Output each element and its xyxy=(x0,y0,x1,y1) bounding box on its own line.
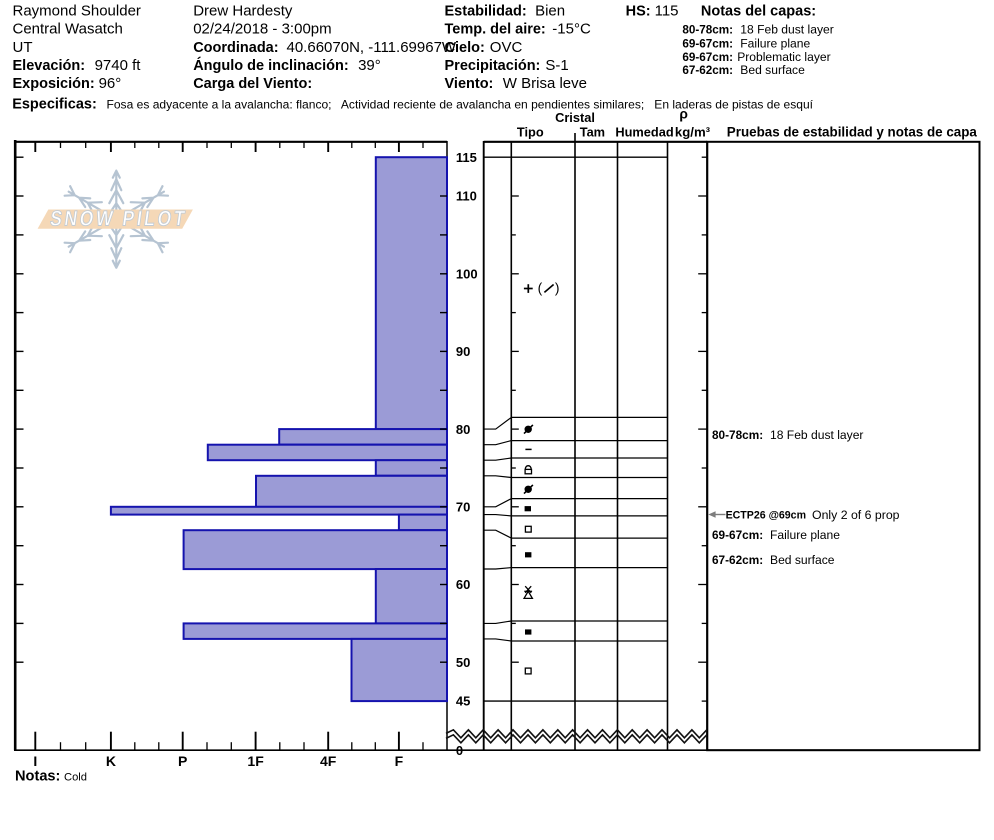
svg-text:45: 45 xyxy=(456,694,470,709)
svg-text:67-62cm:: 67-62cm: xyxy=(712,553,763,567)
svg-text:Cristal: Cristal xyxy=(555,110,595,125)
svg-text:Temp. del aire:: Temp. del aire: xyxy=(445,22,546,38)
svg-text:60: 60 xyxy=(456,577,470,592)
svg-text:Fosa es adyacente a la avalanc: Fosa es adyacente a la avalancha: flanco… xyxy=(107,97,814,111)
svg-text:Bed surface: Bed surface xyxy=(770,553,835,567)
svg-text:80-78cm:: 80-78cm: xyxy=(682,23,733,36)
svg-text:Problematic layer: Problematic layer xyxy=(737,50,830,64)
svg-text:02/24/2018 - 3:00pm: 02/24/2018 - 3:00pm xyxy=(193,21,331,38)
svg-text:69-67cm:: 69-67cm: xyxy=(682,51,733,64)
svg-text:96°: 96° xyxy=(99,75,122,92)
svg-text:110: 110 xyxy=(456,189,477,204)
svg-text:Notas:: Notas: xyxy=(15,768,60,784)
svg-text:Bien: Bien xyxy=(535,2,565,19)
svg-text:Bed surface: Bed surface xyxy=(740,63,805,77)
svg-text:Central Wasatch: Central Wasatch xyxy=(13,21,123,38)
svg-text:Tipo: Tipo xyxy=(517,124,544,139)
svg-text:Exposición:: Exposición: xyxy=(13,76,95,92)
svg-text:40.66070N, -111.69967W: 40.66070N, -111.69967W xyxy=(287,39,457,56)
svg-text:67-62cm:: 67-62cm: xyxy=(682,64,733,77)
svg-text:Estabilidad:: Estabilidad: xyxy=(445,3,527,19)
svg-text:Failure plane: Failure plane xyxy=(770,528,840,542)
svg-text:K: K xyxy=(106,753,116,769)
svg-text:ECTP26 @69cm: ECTP26 @69cm xyxy=(726,510,806,522)
svg-text:Pruebas de estabilidad y notas: Pruebas de estabilidad y notas de capa xyxy=(727,124,978,139)
svg-text:Cielo:: Cielo: xyxy=(445,40,485,56)
svg-text:UT: UT xyxy=(13,39,33,56)
svg-text:Raymond Shoulder: Raymond Shoulder xyxy=(13,2,141,19)
svg-text:18 Feb dust layer: 18 Feb dust layer xyxy=(770,428,863,442)
svg-text:Failure plane: Failure plane xyxy=(740,36,810,50)
svg-text:Tam: Tam xyxy=(580,124,605,139)
svg-text:80-78cm:: 80-78cm: xyxy=(712,428,763,442)
svg-text:9740 ft: 9740 ft xyxy=(95,57,142,74)
svg-text:): ) xyxy=(555,281,560,296)
svg-text:P: P xyxy=(178,753,187,769)
svg-text:90: 90 xyxy=(456,344,470,359)
svg-text:S-1: S-1 xyxy=(545,57,568,74)
svg-text:Especificas:: Especificas: xyxy=(12,96,97,112)
svg-text:OVC: OVC xyxy=(490,39,523,56)
svg-text:18 Feb dust layer: 18 Feb dust layer xyxy=(740,22,833,36)
svg-text:1F: 1F xyxy=(247,753,264,769)
svg-text:39°: 39° xyxy=(358,57,381,74)
svg-text:Carga del Viento:: Carga del Viento: xyxy=(193,76,312,92)
svg-text:100: 100 xyxy=(456,266,478,281)
svg-text:Humedad: Humedad xyxy=(615,124,673,139)
svg-text:69-67cm:: 69-67cm: xyxy=(682,37,733,50)
svg-text:I: I xyxy=(33,753,37,769)
svg-text:F: F xyxy=(395,753,404,769)
svg-text:69-67cm:: 69-67cm: xyxy=(712,528,763,542)
svg-text:Notas del capas:: Notas del capas: xyxy=(701,3,816,19)
svg-text:kg/m³: kg/m³ xyxy=(675,124,711,139)
svg-text:115: 115 xyxy=(655,2,679,19)
svg-text:Only 2 of 6 prop: Only 2 of 6 prop xyxy=(812,508,900,522)
svg-text:Ángulo de inclinación:: Ángulo de inclinación: xyxy=(193,57,348,74)
svg-text:0: 0 xyxy=(456,743,463,758)
svg-text:HS:: HS: xyxy=(626,3,651,19)
svg-text:-15°C: -15°C xyxy=(552,21,591,38)
svg-text:4F: 4F xyxy=(320,753,337,769)
svg-text:50: 50 xyxy=(456,655,470,670)
svg-text:Coordinada:: Coordinada: xyxy=(193,40,278,56)
svg-text:Drew Hardesty: Drew Hardesty xyxy=(193,2,293,19)
svg-text:115: 115 xyxy=(456,150,477,165)
svg-text:Viento:: Viento: xyxy=(445,76,494,92)
svg-text:70: 70 xyxy=(456,499,470,514)
svg-text:W Brisa leve: W Brisa leve xyxy=(503,75,587,92)
svg-text:80: 80 xyxy=(456,422,470,437)
svg-text:SNOW PILOT: SNOW PILOT xyxy=(49,207,189,231)
svg-text:(: ( xyxy=(538,281,543,296)
svg-text:Elevación:: Elevación: xyxy=(13,58,86,74)
svg-text:Precipitación:: Precipitación: xyxy=(445,58,541,74)
svg-text:ρ: ρ xyxy=(679,107,688,122)
svg-text:Cold: Cold xyxy=(64,771,87,783)
